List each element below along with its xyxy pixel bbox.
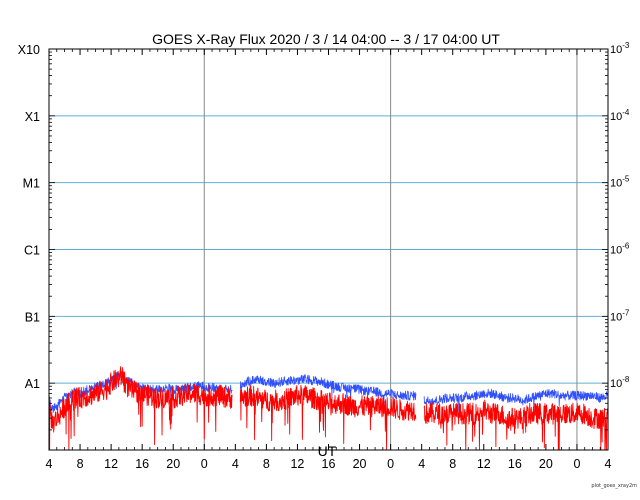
x-axis-tick-label: 4	[46, 457, 53, 471]
right-axis-label: 10-3	[610, 41, 630, 56]
right-axis-label: 10-6	[610, 242, 630, 257]
x-axis-tick-label: 0	[573, 457, 580, 471]
x-axis-tick-label: 0	[387, 457, 394, 471]
right-axis-label: 10-5	[610, 175, 630, 190]
x-axis-tick-label: 12	[104, 457, 118, 471]
left-axis-label: A1	[25, 377, 40, 391]
x-axis-labels: 4 8 12 16 20 0 4 8 12 16 20 0 4 8 12 16 20 0 4	[46, 457, 612, 471]
right-axis-label: 10-4	[610, 108, 630, 123]
x-axis-tick-label: 4	[605, 457, 612, 471]
series-group	[48, 366, 609, 451]
plot-credit: plot_goes_xray2m	[591, 483, 637, 489]
chart-title: GOES X-Ray Flux 2020 / 3 / 14 04:00 -- 3…	[152, 31, 500, 47]
grid	[49, 49, 608, 450]
left-axis-label: M1	[23, 177, 40, 191]
x-axis-tick-label: 8	[449, 457, 456, 471]
left-axis-label: B1	[25, 310, 40, 324]
x-axis-tick-label: 8	[263, 457, 270, 471]
x-axis-tick-label: 20	[539, 457, 553, 471]
tick-marks	[48, 49, 609, 451]
x-axis-tick-label: 16	[508, 457, 522, 471]
x-axis-tick-label: 8	[77, 457, 84, 471]
x-axis-tick-label: 12	[290, 457, 304, 471]
left-axis-labels: X10 X1 M1 C1 B1 A1	[18, 43, 40, 391]
x-axis-tick-label: 20	[353, 457, 367, 471]
x-axis-tick-label: 4	[232, 457, 239, 471]
right-axis-labels: 10-3 10-4 10-5 10-6 10-7 10-8	[610, 41, 630, 390]
left-axis-label: X1	[25, 110, 40, 124]
x-axis-tick-label: 16	[322, 457, 336, 471]
x-axis-tick-label: 0	[201, 457, 208, 471]
xray-short-channel-line	[48, 366, 609, 451]
x-axis-title: UT	[318, 443, 337, 459]
right-axis-label: 10-7	[610, 308, 630, 323]
left-axis-label: C1	[24, 244, 40, 258]
right-axis-label: 10-8	[610, 375, 630, 390]
x-axis-tick-label: 4	[418, 457, 425, 471]
x-axis-tick-label: 20	[166, 457, 180, 471]
left-axis-label: X10	[18, 43, 40, 57]
x-axis-tick-label: 12	[477, 457, 491, 471]
x-axis-tick-label: 16	[135, 457, 149, 471]
